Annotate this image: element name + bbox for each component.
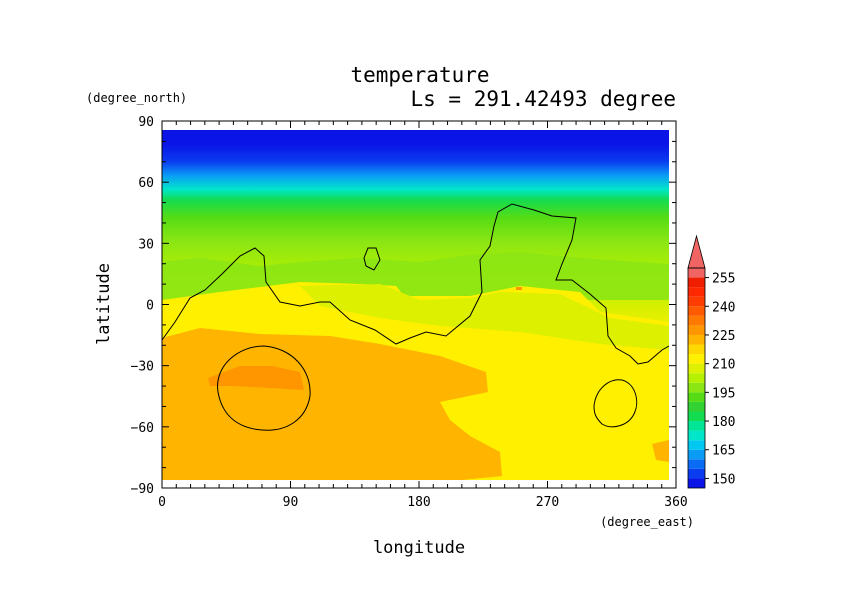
chart-title: temperature xyxy=(350,63,489,87)
contour-small-north xyxy=(363,247,381,271)
colorbar-tick-label: 240 xyxy=(712,300,735,315)
yellow-green-patch xyxy=(300,284,669,350)
topography-contours xyxy=(161,203,670,431)
colorbar-segment xyxy=(688,449,705,460)
colorbar-segment xyxy=(688,382,705,393)
x-tick-label: 90 xyxy=(283,495,299,510)
colorbar-tick-label: 165 xyxy=(712,444,735,459)
colorbar-tick-label: 195 xyxy=(712,386,735,401)
contour-south-west xyxy=(217,345,311,431)
x-tick-label: 180 xyxy=(407,495,430,510)
colorbar-segment xyxy=(688,277,705,288)
orange-right-patch xyxy=(652,440,669,462)
colorbar-segment xyxy=(688,459,705,469)
colorbar-extend-triangle xyxy=(687,234,706,269)
colorbar-segment xyxy=(688,296,705,307)
colorbar-segment xyxy=(688,306,705,316)
y-axis-label: latitude xyxy=(94,263,114,345)
x-tick-label: 270 xyxy=(536,495,559,510)
colorbar-tick-label: 210 xyxy=(712,358,735,373)
colorbar-segment xyxy=(688,315,705,326)
y-tick-label: −90 xyxy=(131,482,154,497)
chart-subtitle: Ls = 291.42493 degree xyxy=(410,87,676,111)
colorbar-tick-label: 255 xyxy=(712,272,735,287)
colorbar-frame xyxy=(687,267,706,489)
colorbar-segment xyxy=(688,344,705,355)
y-tick-label: 90 xyxy=(138,115,154,130)
y-tick-label: −60 xyxy=(131,421,154,436)
x-tick-label: 0 xyxy=(158,495,166,510)
x-unit-label: (degree_east) xyxy=(600,515,694,529)
temperature-field xyxy=(162,130,669,480)
colorbar-segment xyxy=(688,430,705,441)
colorbar-segment xyxy=(688,268,705,278)
colorbar-segment xyxy=(688,354,705,364)
colorbar-segment xyxy=(688,363,705,374)
colorbar: 255 240 225 210 195 180 165 150 xyxy=(687,234,735,489)
y-tick-label: 30 xyxy=(138,237,154,252)
dark-orange-patch xyxy=(208,366,304,390)
axes: 0 90 180 270 360 90 60 30 0 −30 −60 −90 xyxy=(131,115,688,510)
colorbar-tick-label: 225 xyxy=(712,329,735,344)
colorbar-segment xyxy=(688,373,705,383)
colorbar-segment xyxy=(688,421,705,431)
y-unit-label: (degree_north) xyxy=(86,91,187,105)
colorbar-segment xyxy=(688,325,705,335)
contour-south-east xyxy=(593,379,638,428)
colorbar-segment xyxy=(688,440,705,450)
colorbar-segment xyxy=(688,392,705,402)
colorbar-tick-label: 180 xyxy=(712,415,735,430)
colorbar-segment xyxy=(688,287,705,297)
colorbar-tick-label: 150 xyxy=(712,472,735,487)
colorbar-segment xyxy=(688,478,705,488)
colorbar-segment xyxy=(688,468,705,479)
x-tick-label: 360 xyxy=(664,495,687,510)
y-tick-label: 60 xyxy=(138,176,154,191)
x-axis-label: longitude xyxy=(373,538,465,558)
orange-speck xyxy=(516,287,522,290)
y-tick-label: −30 xyxy=(131,360,154,375)
colorbar-segment xyxy=(688,411,705,422)
y-tick-label: 0 xyxy=(146,299,154,314)
colorbar-segment xyxy=(688,401,705,412)
colorbar-segment xyxy=(688,334,705,345)
contour-main xyxy=(161,203,670,365)
